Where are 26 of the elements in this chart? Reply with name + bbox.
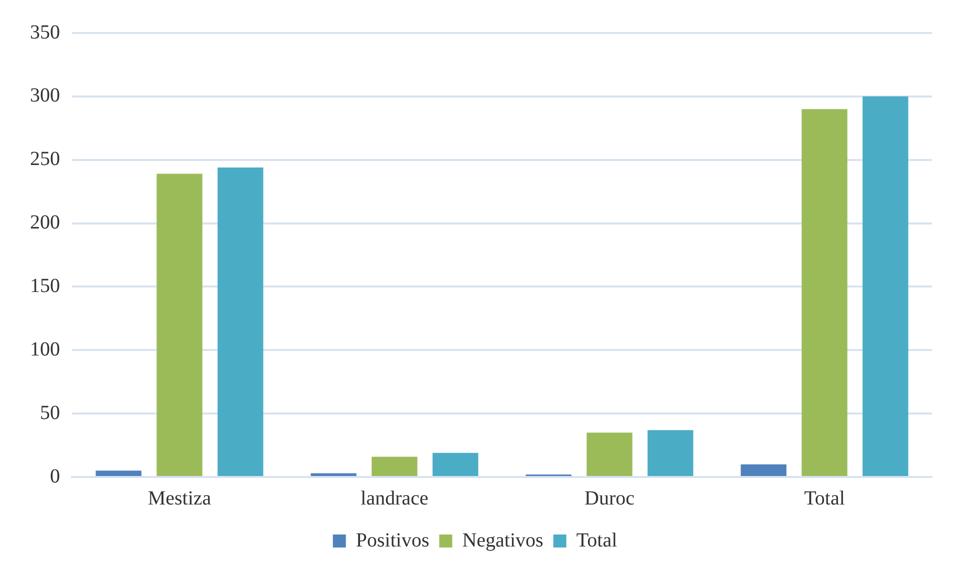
bar [96, 470, 142, 476]
bar [372, 456, 418, 476]
x-tick-label: landrace [360, 487, 428, 510]
y-tick-label: 100 [30, 338, 60, 360]
legend-label: Total [576, 529, 618, 552]
legend-label: Negativos [462, 529, 544, 552]
y-tick-label: 0 [50, 465, 60, 488]
x-tick-label: Total [804, 487, 846, 510]
bar [802, 109, 848, 476]
bar [310, 473, 356, 476]
y-tick-label: 200 [30, 212, 60, 234]
bar [740, 464, 786, 476]
bar [218, 167, 264, 476]
y-tick-label: 150 [30, 274, 60, 297]
x-tick-label: Mestiza [148, 487, 212, 510]
legend-label: Positivos [356, 529, 430, 552]
bar [156, 174, 202, 476]
bar [648, 430, 694, 476]
bar [862, 96, 908, 476]
bar [432, 452, 478, 476]
x-tick-label: Duroc [584, 487, 635, 510]
y-tick-label: 50 [40, 402, 60, 424]
y-tick-label: 300 [30, 84, 60, 107]
bar [586, 432, 632, 476]
y-tick-label: 250 [30, 148, 60, 170]
y-tick-label: 350 [30, 21, 60, 44]
